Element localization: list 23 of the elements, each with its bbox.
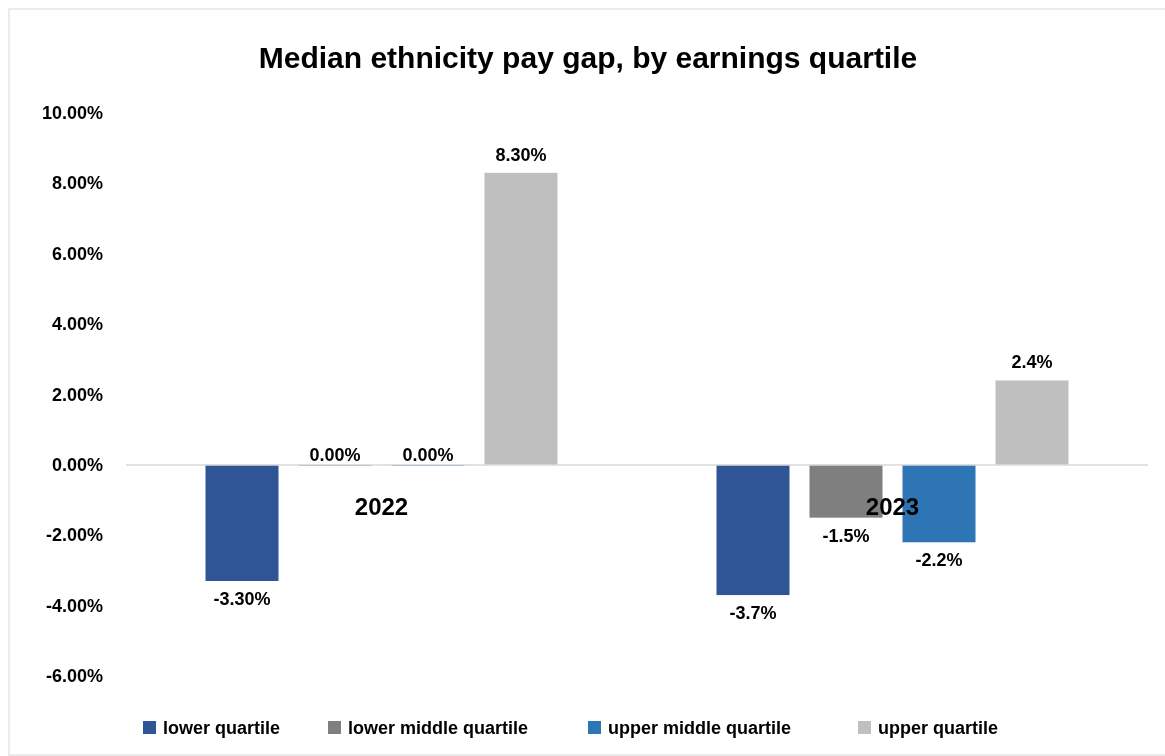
data-label: -3.30% [213,588,271,609]
legend-label: upper quartile [878,718,999,738]
data-label: 8.30% [495,144,547,165]
legend-label: lower quartile [163,718,281,738]
legend-label: upper middle quartile [608,718,792,738]
data-label: 0.00% [309,444,361,465]
y-tick-label: -2.00% [45,525,103,546]
y-tick-label: 0.00% [51,454,103,475]
y-tick-label: 8.00% [51,173,103,194]
y-tick-label: -6.00% [45,666,103,686]
y-tick-label: -4.00% [45,595,103,616]
legend-label: lower middle quartile [348,718,529,738]
y-tick-label: 2.00% [51,384,103,405]
data-label: -2.2% [915,550,963,571]
chart-title: Median ethnicity pay gap, by earnings quartile [258,41,918,74]
x-tick-label: 2022 [354,492,409,520]
y-tick-label: 10.00% [41,103,103,123]
data-label: 2.4% [1011,352,1053,373]
y-tick-label: 6.00% [51,243,103,264]
data-label: -1.5% [822,525,870,546]
data-label: 0.00% [402,444,454,465]
y-tick-label: 4.00% [51,314,103,335]
data-label: -3.7% [729,603,777,624]
